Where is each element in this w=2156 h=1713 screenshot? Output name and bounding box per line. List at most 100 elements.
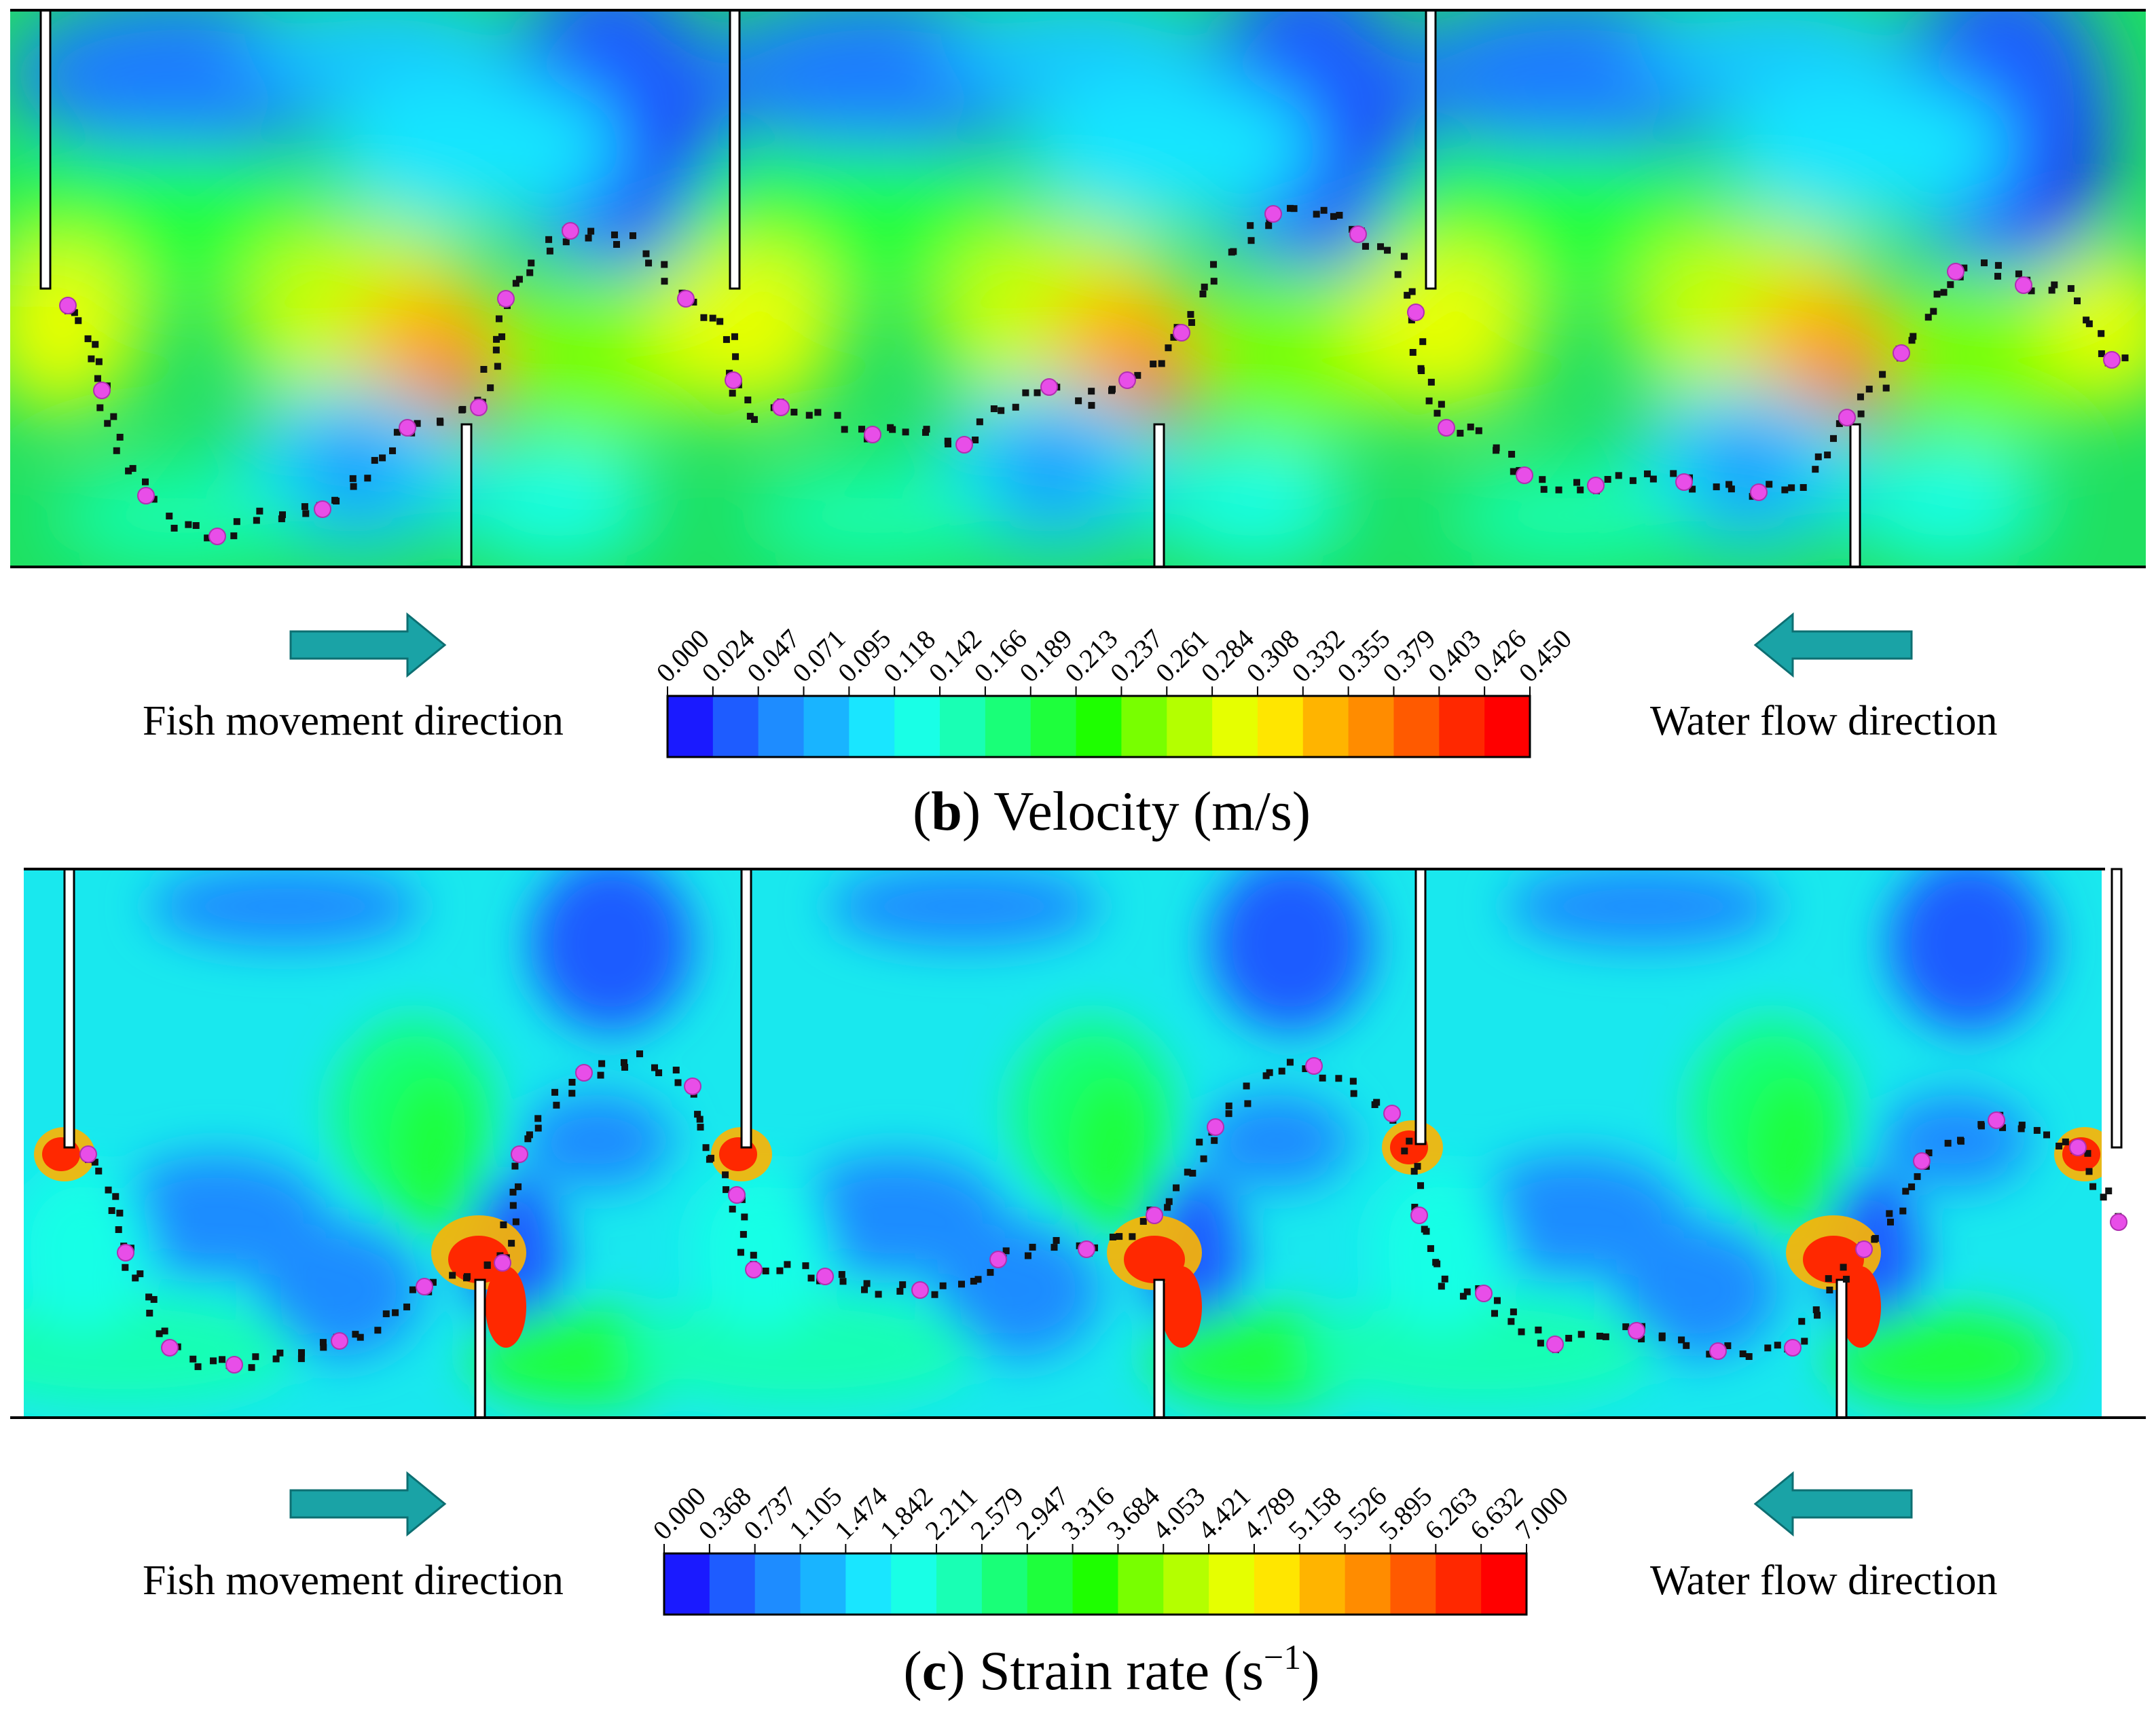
track-mark bbox=[1604, 476, 1611, 483]
track-mark bbox=[1857, 393, 1864, 401]
track-mark bbox=[1418, 367, 1425, 374]
track-mark bbox=[1725, 481, 1733, 488]
track-mark bbox=[116, 1209, 124, 1217]
track-mark bbox=[1170, 333, 1177, 341]
fish-position-marker bbox=[562, 222, 579, 240]
legend-tick-label: 3.684 bbox=[1101, 1481, 1165, 1545]
track-mark bbox=[629, 232, 637, 240]
track-mark bbox=[875, 1291, 882, 1298]
track-mark bbox=[92, 341, 99, 348]
fish-position-marker bbox=[684, 1077, 701, 1095]
fish-position-marker bbox=[728, 1186, 746, 1204]
track-mark bbox=[2017, 1125, 2025, 1132]
track-mark bbox=[108, 1207, 115, 1215]
track-mark bbox=[1977, 1121, 1985, 1128]
track-mark bbox=[534, 1115, 542, 1122]
fish-position-marker bbox=[772, 399, 790, 416]
track-mark bbox=[463, 1274, 471, 1282]
track-mark bbox=[512, 280, 519, 287]
track-mark bbox=[483, 1261, 491, 1268]
fish-movement-arrow bbox=[289, 1471, 447, 1537]
track-mark bbox=[1196, 1139, 1203, 1146]
track-mark bbox=[389, 447, 397, 454]
fish-position-marker bbox=[225, 1356, 243, 1374]
legend-swatch bbox=[1121, 696, 1167, 757]
track-mark bbox=[1433, 1260, 1441, 1268]
track-mark bbox=[776, 1267, 784, 1274]
track-mark bbox=[709, 314, 716, 322]
track-mark bbox=[2033, 1126, 2041, 1134]
track-mark bbox=[1577, 1331, 1585, 1338]
fish-position-marker bbox=[1628, 1322, 1645, 1340]
track-mark bbox=[723, 1186, 730, 1194]
track-mark bbox=[2018, 1122, 2026, 1129]
track-mark bbox=[729, 1205, 736, 1213]
track-mark bbox=[974, 1276, 982, 1283]
track-mark bbox=[276, 1349, 284, 1357]
track-mark bbox=[1287, 204, 1294, 212]
track-mark bbox=[1829, 435, 1837, 442]
track-mark bbox=[568, 1090, 576, 1097]
track-mark bbox=[987, 1269, 994, 1276]
track-mark bbox=[1814, 453, 1822, 460]
track-mark bbox=[333, 497, 340, 504]
track-mark bbox=[1535, 1326, 1542, 1333]
track-mark bbox=[1165, 1198, 1173, 1205]
fish-position-marker bbox=[399, 419, 416, 437]
track-mark bbox=[512, 1218, 519, 1226]
legend-tick-label: 1.842 bbox=[874, 1481, 938, 1545]
track-mark bbox=[2083, 316, 2090, 324]
fish-position-marker bbox=[1587, 477, 1605, 494]
velocity-caption: (b) Velocity (m/s) bbox=[913, 780, 1311, 842]
legend-swatch bbox=[803, 696, 849, 757]
track-mark bbox=[1678, 1336, 1685, 1344]
track-mark bbox=[393, 428, 401, 436]
strain-rate-legend: 0.0000.3680.7371.1051.4741.8422.2112.579… bbox=[647, 1481, 1574, 1616]
track-mark bbox=[1377, 243, 1385, 251]
track-mark bbox=[492, 346, 500, 354]
track-mark bbox=[279, 511, 287, 519]
track-mark bbox=[841, 426, 848, 433]
track-mark bbox=[1629, 477, 1637, 484]
track-mark bbox=[1540, 485, 1548, 493]
track-mark bbox=[352, 1331, 359, 1338]
track-mark bbox=[739, 1231, 747, 1238]
track-mark bbox=[2098, 330, 2105, 337]
legend-tick-label: 0.284 bbox=[1195, 623, 1260, 688]
track-mark bbox=[1024, 1252, 1031, 1259]
track-mark bbox=[1812, 466, 1819, 473]
track-mark bbox=[1419, 338, 1427, 346]
track-mark bbox=[1129, 1233, 1136, 1240]
track-mark bbox=[1189, 1169, 1196, 1177]
track-mark bbox=[459, 405, 467, 413]
fish-position-marker bbox=[2069, 1139, 2087, 1156]
track-mark bbox=[1139, 1217, 1147, 1225]
fish-position-marker bbox=[137, 487, 155, 504]
track-mark bbox=[1164, 1204, 1171, 1211]
track-mark bbox=[1573, 479, 1581, 486]
track-mark bbox=[1510, 468, 1517, 475]
track-mark bbox=[1812, 1306, 1820, 1314]
track-mark bbox=[814, 409, 822, 416]
legend-tick-label: 0.737 bbox=[737, 1481, 802, 1545]
fish-position-marker bbox=[2015, 276, 2032, 294]
track-mark bbox=[1724, 1342, 1732, 1350]
fish-movement-label: Fish movement direction bbox=[143, 698, 564, 744]
track-mark bbox=[1537, 1340, 1544, 1347]
track-mark bbox=[509, 1202, 517, 1209]
track-mark bbox=[1278, 1067, 1285, 1075]
fish-position-marker bbox=[93, 382, 111, 399]
fish-position-marker bbox=[1207, 1118, 1224, 1136]
track-mark bbox=[1882, 384, 1890, 392]
legend-swatch bbox=[800, 1553, 846, 1615]
fish-position-marker bbox=[331, 1332, 348, 1350]
track-mark bbox=[136, 1270, 144, 1278]
legend-tick-label: 0.024 bbox=[695, 623, 760, 688]
track-mark bbox=[1910, 333, 1917, 340]
track-mark bbox=[509, 1188, 517, 1196]
track-mark bbox=[1320, 206, 1328, 214]
track-mark bbox=[1409, 348, 1417, 356]
track-mark bbox=[1658, 1332, 1666, 1340]
track-mark bbox=[1350, 1090, 1357, 1097]
